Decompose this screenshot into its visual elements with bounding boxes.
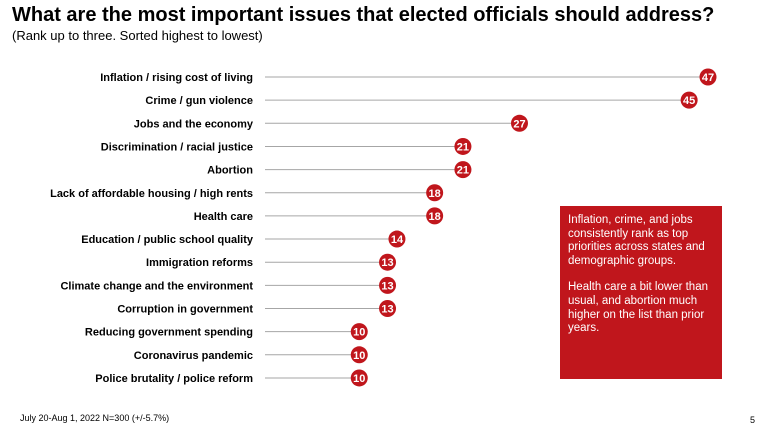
category-label: Health care <box>194 211 253 223</box>
bar-marker <box>699 68 717 86</box>
footer-note: July 20-Aug 1, 2022 N=300 (+/-5.7%) <box>20 413 170 423</box>
category-label: Immigration reforms <box>146 257 253 269</box>
page-number: 5 <box>750 415 756 425</box>
bar-marker <box>426 184 444 202</box>
bar-marker <box>350 369 368 387</box>
value-label: 18 <box>429 211 441 223</box>
page-subtitle: (Rank up to three. Sorted highest to low… <box>12 28 263 43</box>
value-label: 13 <box>381 280 393 292</box>
category-label: Crime / gun violence <box>145 95 253 107</box>
category-label: Discrimination / racial justice <box>101 141 253 153</box>
value-label: 10 <box>353 373 365 385</box>
category-label: Inflation / rising cost of living <box>100 72 253 84</box>
category-label: Lack of affordable housing / high rents <box>50 188 253 200</box>
value-label: 10 <box>353 327 365 339</box>
category-label: Education / public school quality <box>81 234 254 246</box>
bar-marker <box>379 253 397 271</box>
value-label: 10 <box>353 350 365 362</box>
bar-marker <box>454 161 472 179</box>
callout-paragraph-1: Inflation, crime, and jobs consistently … <box>568 214 705 267</box>
value-label: 13 <box>381 304 393 316</box>
value-label: 27 <box>513 118 525 130</box>
category-label: Reducing government spending <box>85 327 253 339</box>
bar-marker <box>388 230 406 248</box>
bar-marker <box>510 114 528 132</box>
callout-box: Inflation, crime, and jobs consistently … <box>560 206 722 379</box>
callout-paragraph-2: Health care a bit lower than usual, and … <box>568 281 708 335</box>
bar-marker <box>426 207 444 225</box>
bar-marker <box>379 300 397 317</box>
category-label: Jobs and the economy <box>134 118 254 130</box>
category-label: Police brutality / police reform <box>95 373 253 385</box>
category-label: Corruption in government <box>117 304 253 316</box>
category-label: Abortion <box>207 165 253 177</box>
value-label: 47 <box>702 72 714 84</box>
value-label: 18 <box>429 188 441 200</box>
bar-marker <box>680 91 698 109</box>
value-label: 21 <box>457 165 469 177</box>
value-label: 45 <box>683 95 695 107</box>
bar-marker <box>454 137 472 155</box>
value-label: 14 <box>391 234 404 246</box>
bar-marker <box>379 276 397 294</box>
value-label: 21 <box>457 141 469 153</box>
bar-marker <box>350 346 368 364</box>
value-label: 13 <box>381 257 393 269</box>
category-label: Coronavirus pandemic <box>134 350 253 362</box>
bar-marker <box>350 323 368 341</box>
category-label: Climate change and the environment <box>60 280 253 292</box>
page-title: What are the most important issues that … <box>12 4 715 26</box>
